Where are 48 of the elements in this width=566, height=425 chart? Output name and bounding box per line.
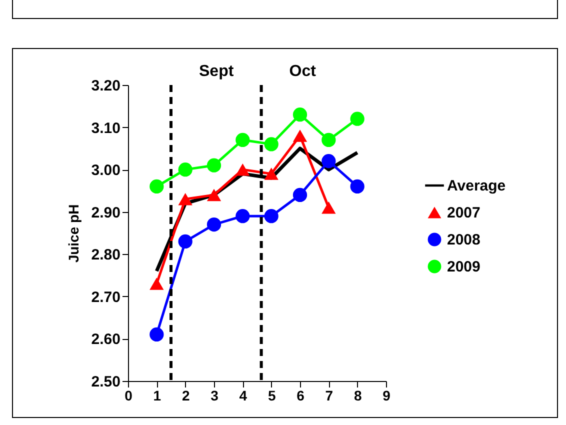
point bbox=[178, 193, 192, 206]
y-tick-label: 2.50 bbox=[91, 374, 120, 390]
point bbox=[206, 158, 222, 172]
ref-line-label: Sept bbox=[199, 63, 234, 80]
point bbox=[322, 202, 336, 214]
x-tick-label: 5 bbox=[268, 388, 276, 404]
x-tick-label: 0 bbox=[124, 388, 133, 404]
y-tick-label: 2.90 bbox=[91, 204, 120, 222]
point bbox=[292, 188, 308, 202]
y-tick-label: 2.80 bbox=[91, 246, 120, 264]
y-axis-title: Juice pH bbox=[65, 204, 82, 263]
point bbox=[322, 154, 336, 168]
point bbox=[150, 278, 164, 290]
legend-label: 2008 bbox=[447, 232, 480, 248]
point bbox=[264, 137, 278, 152]
point bbox=[264, 209, 278, 224]
point bbox=[236, 132, 250, 148]
x-tick-label: 7 bbox=[325, 388, 334, 404]
point bbox=[206, 217, 222, 232]
legend-label: 2009 bbox=[447, 258, 480, 276]
point bbox=[350, 112, 364, 126]
point bbox=[150, 179, 164, 194]
legend-label: Average bbox=[447, 178, 506, 194]
legend-label: 2007 bbox=[447, 204, 480, 222]
x-tick-label: 1 bbox=[153, 388, 162, 404]
y-tick-label: 3.00 bbox=[91, 162, 120, 180]
point bbox=[236, 209, 250, 224]
point bbox=[322, 132, 336, 148]
point bbox=[264, 168, 278, 180]
y-tick-label: 2.60 bbox=[91, 331, 120, 348]
y-tick-label: 2.70 bbox=[91, 288, 120, 306]
point bbox=[350, 179, 364, 194]
point bbox=[178, 234, 192, 249]
x-tick-label: 4 bbox=[239, 388, 248, 404]
ref-line-label: Oct bbox=[289, 63, 317, 80]
point bbox=[236, 163, 250, 176]
point bbox=[150, 327, 164, 342]
y-tick-label: 3.10 bbox=[91, 120, 120, 137]
x-tick-label: 3 bbox=[210, 388, 219, 404]
x-tick-label: 8 bbox=[354, 388, 362, 404]
point bbox=[178, 162, 192, 177]
x-tick-label: 6 bbox=[296, 388, 305, 404]
x-tick-label: 9 bbox=[382, 388, 391, 404]
x-tick-label: 2 bbox=[182, 388, 190, 404]
point bbox=[292, 130, 308, 142]
point bbox=[206, 188, 222, 202]
y-tick-label: 3.20 bbox=[91, 78, 120, 94]
point bbox=[292, 108, 308, 122]
